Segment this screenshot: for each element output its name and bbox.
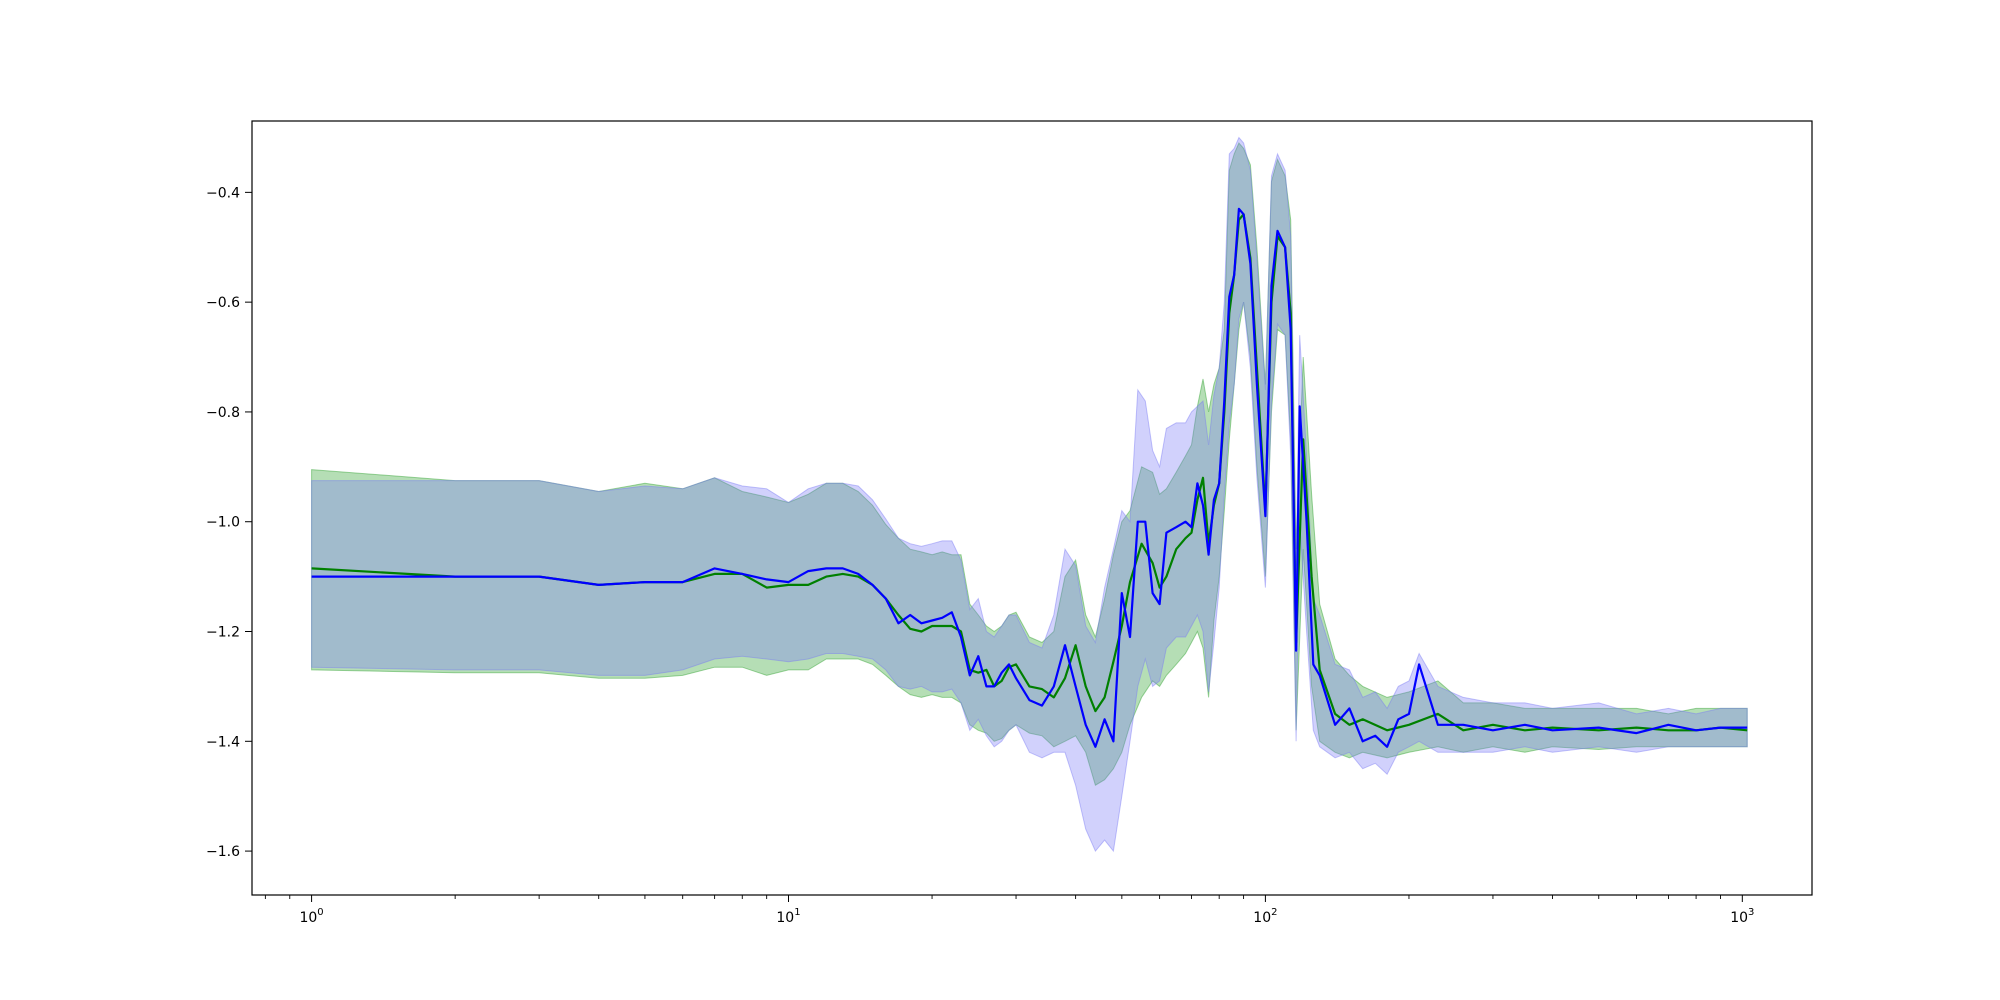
plot-area [252,121,1812,895]
y-tick-label: −1.0 [206,515,240,531]
y-tick-label: −0.8 [206,405,240,421]
y-tick-label: −1.2 [206,625,240,641]
x-tick-label: 102 [1253,907,1277,926]
x-tick-label: 100 [299,907,323,926]
y-tick-label: −0.4 [206,185,240,201]
series-band-2 [311,136,1748,853]
series-line-2 [311,207,1748,748]
series-band-1 [311,142,1748,786]
y-tick-label: −0.6 [206,295,240,311]
y-tick-label: −1.6 [206,844,240,860]
series-lines [311,207,1748,748]
plot-frame [251,120,1813,896]
confidence-bands [311,136,1748,853]
x-tick-label: 101 [776,907,800,926]
y-axis: −1.6 −1.4 −1.2 −1.0 −0.8 −0.6 −0.4 [206,185,252,860]
x-axis: 100 101 102 103 [264,895,1754,926]
x-tick-label: 103 [1730,907,1754,926]
y-tick-label: −1.4 [206,734,240,750]
